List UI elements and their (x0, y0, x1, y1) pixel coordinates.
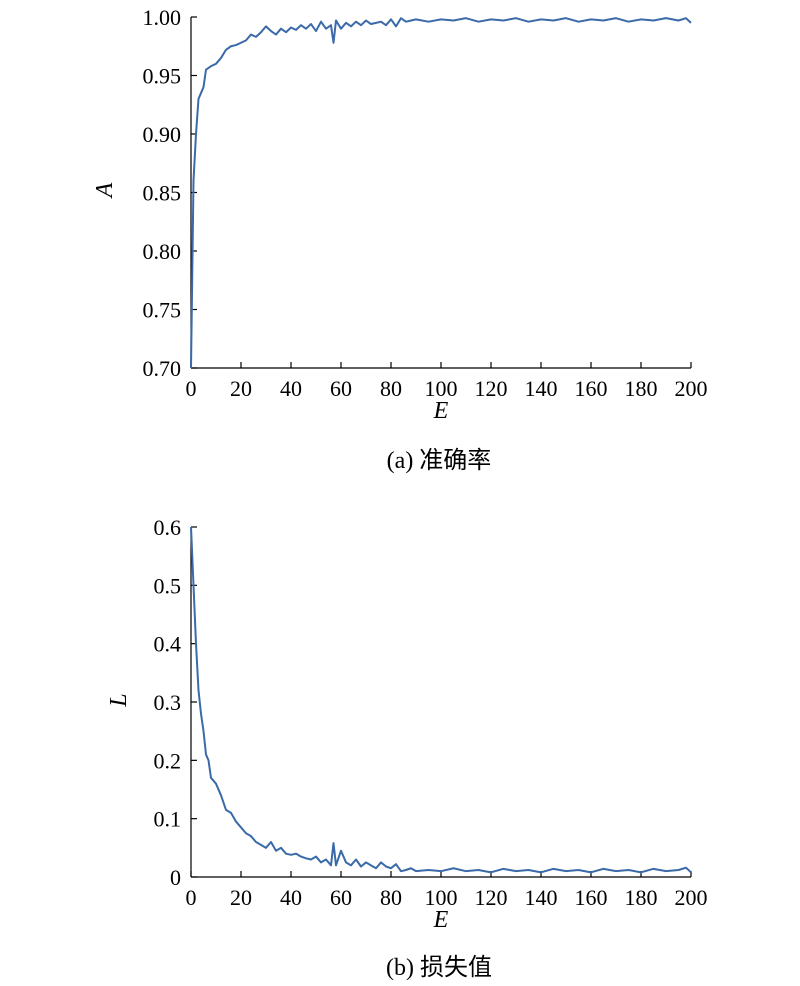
x-tick-label: 100 (425, 885, 458, 910)
panel-caption: (b) 损失值 (386, 954, 492, 981)
y-tick-label: 0.85 (143, 181, 182, 206)
accuracy-chart: 0.70 0.75 0.80 0.85 0.90 0.95 1.00 0 20 40 60 80 100… (92, 5, 708, 474)
x-tick-label: 140 (525, 376, 558, 401)
panel-caption: (a) 准确率 (387, 447, 492, 474)
x-axis-title: E (433, 398, 449, 424)
x-tick-label: 80 (380, 885, 402, 910)
y-tick-label: 0.6 (154, 515, 182, 540)
y-tick-label: 0.2 (154, 748, 182, 773)
x-tick-label: 200 (675, 376, 708, 401)
y-axis-title: A (92, 182, 118, 199)
loss-chart: 0 0.1 0.2 0.3 0.4 0.5 0.6 0 20 40 60 80 100 120 140 160… (106, 515, 708, 981)
y-tick-label: 0.1 (154, 807, 182, 832)
y-tick-label: 0 (170, 865, 181, 890)
x-tick-label: 60 (330, 376, 352, 401)
x-tick-label: 200 (675, 885, 708, 910)
x-tick-label: 20 (230, 376, 252, 401)
series-line (190, 17, 692, 369)
y-axis-title: L (106, 693, 132, 707)
x-tick-label: 60 (330, 885, 352, 910)
x-axis-title: E (433, 907, 449, 933)
x-tick-label: 0 (186, 376, 197, 401)
y-tick-label: 0.95 (143, 64, 182, 89)
x-tick-label: 160 (575, 376, 608, 401)
x-tick-label: 120 (475, 376, 508, 401)
x-tick-label: 40 (280, 376, 302, 401)
x-tick-label: 160 (575, 885, 608, 910)
x-tick-label: 80 (380, 376, 402, 401)
x-tick-label: 120 (475, 885, 508, 910)
y-tick-label: 0.3 (154, 690, 182, 715)
y-tick-label: 0.5 (154, 573, 182, 598)
y-tick-label: 1.00 (143, 5, 182, 30)
x-tick-label: 140 (525, 885, 558, 910)
x-tick-label: 180 (625, 885, 658, 910)
x-tick-label: 40 (280, 885, 302, 910)
x-tick-label: 0 (186, 885, 197, 910)
series-line (190, 526, 692, 874)
x-tick-label: 100 (425, 376, 458, 401)
y-tick-label: 0.80 (143, 239, 182, 264)
y-tick-label: 0.70 (143, 356, 182, 381)
y-tick-label: 0.4 (154, 632, 182, 657)
x-tick-label: 20 (230, 885, 252, 910)
y-tick-label: 0.90 (143, 122, 182, 147)
x-tick-label: 180 (625, 376, 658, 401)
y-tick-label: 0.75 (143, 298, 182, 323)
